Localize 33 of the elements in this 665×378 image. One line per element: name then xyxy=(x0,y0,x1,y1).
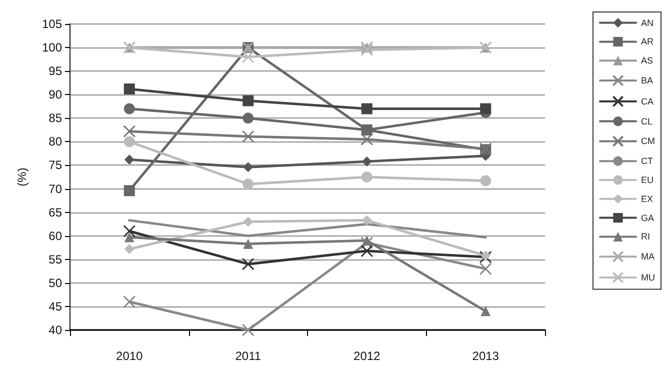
y-tick-label: 40 xyxy=(48,323,62,337)
legend-label: CM xyxy=(641,136,656,146)
y-tick-label: 55 xyxy=(48,252,62,266)
y-tick-label: 70 xyxy=(48,182,62,196)
y-tick-label: 105 xyxy=(42,17,62,31)
y-tick-label: 80 xyxy=(48,134,62,149)
legend-label: BA xyxy=(641,76,654,86)
legend-label: CA xyxy=(641,96,654,106)
legend-label: AN xyxy=(641,18,654,28)
y-tick-label: 60 xyxy=(48,228,62,243)
y-tick-label: 90 xyxy=(48,88,62,102)
x-tick-label: 2012 xyxy=(354,349,381,363)
y-tick-label: 65 xyxy=(48,205,62,220)
x-tick-label: 2013 xyxy=(472,349,500,363)
legend-label: GA xyxy=(641,212,654,223)
x-tick-label: 2010 xyxy=(116,349,144,363)
y-tick-label: 85 xyxy=(48,111,62,126)
legend-label: AR xyxy=(641,36,654,47)
y-tick-label: 95 xyxy=(48,64,62,78)
legend-label: EU xyxy=(641,175,654,185)
y-tick-label: 45 xyxy=(48,299,62,314)
legend-label: AS xyxy=(641,56,654,66)
y-tick-label: 75 xyxy=(48,158,62,172)
legend-label: CL xyxy=(641,116,653,126)
legend-label: MA xyxy=(641,252,655,262)
y-tick-label: 100 xyxy=(42,40,62,55)
legend-label: CT xyxy=(641,156,654,166)
legend-label: EX xyxy=(641,194,654,204)
legend-label: MU xyxy=(641,272,656,282)
legend-label: RI xyxy=(641,232,650,242)
y-tick-label: 50 xyxy=(48,276,62,290)
y-axis-title: (%) xyxy=(15,168,29,186)
x-tick-label: 2011 xyxy=(235,349,262,363)
